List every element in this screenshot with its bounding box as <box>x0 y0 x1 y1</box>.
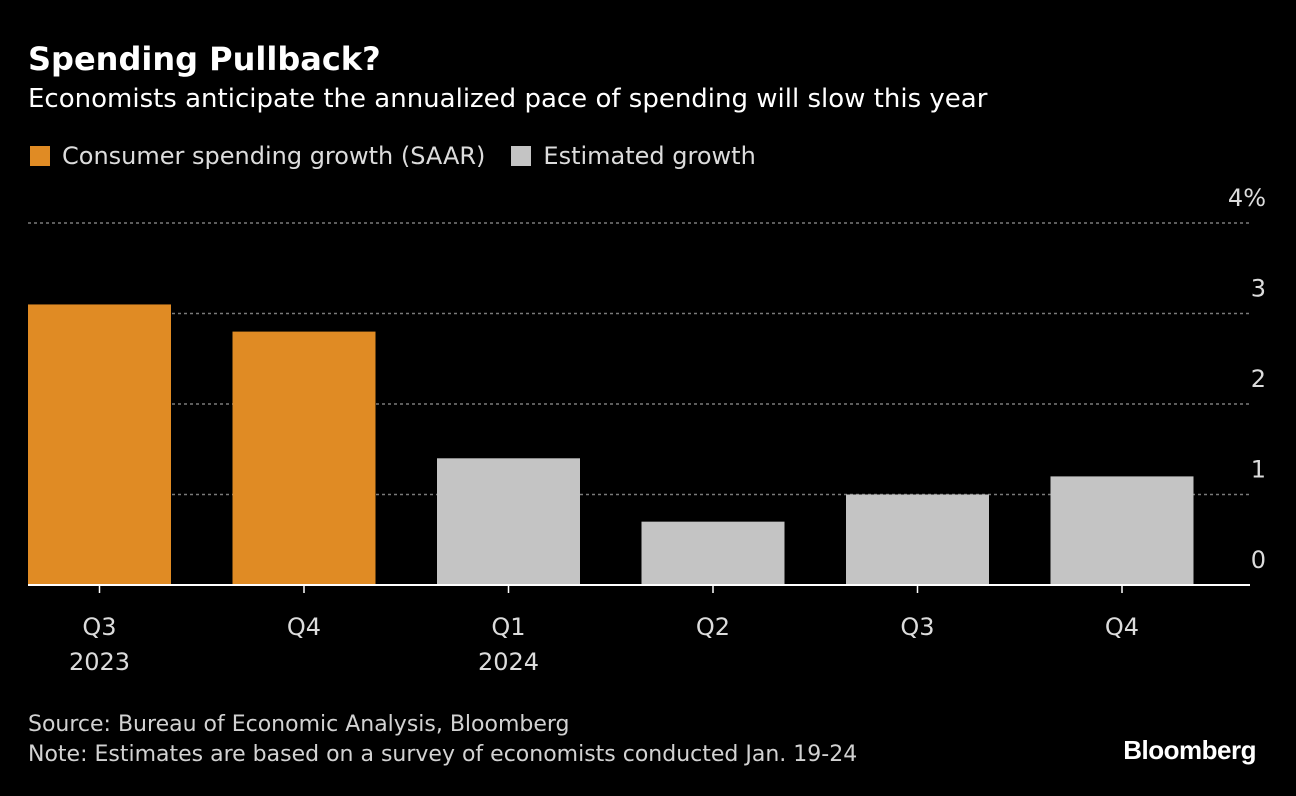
bloomberg-logo: Bloomberg <box>1123 735 1256 765</box>
legend: Consumer spending growth (SAAR) Estimate… <box>30 142 782 170</box>
bar-estimate <box>1050 476 1194 585</box>
legend-swatch-actual <box>30 146 50 166</box>
chart-subtitle: Economists anticipate the annualized pac… <box>28 84 988 114</box>
bar-actual <box>232 331 376 585</box>
x-tick-label: Q2 <box>696 613 730 641</box>
legend-label-actual: Consumer spending growth (SAAR) <box>62 142 486 170</box>
x-tick-label: Q3 <box>82 613 116 641</box>
y-tick-label: 2 <box>1251 365 1266 393</box>
x-tick-year-label: 2023 <box>69 648 130 676</box>
x-tick-label: Q4 <box>1105 613 1139 641</box>
legend-label-estimate: Estimated growth <box>543 142 756 170</box>
x-tick-label: Q1 <box>491 613 525 641</box>
legend-item-actual: Consumer spending growth (SAAR) <box>30 142 485 170</box>
y-tick-label: 3 <box>1251 275 1266 303</box>
x-tick-label: Q4 <box>287 613 321 641</box>
legend-item-estimate: Estimated growth <box>511 142 756 170</box>
bar-estimate <box>846 494 989 585</box>
y-tick-label: 1 <box>1251 456 1266 484</box>
y-tick-label: 0 <box>1251 546 1266 574</box>
source-note: Source: Bureau of Economic Analysis, Blo… <box>28 712 570 737</box>
chart-title: Spending Pullback? <box>28 40 381 78</box>
bar-estimate <box>437 458 580 585</box>
bar-estimate <box>641 521 785 585</box>
survey-note: Note: Estimates are based on a survey of… <box>28 742 858 767</box>
x-tick-year-label: 2024 <box>478 648 539 676</box>
legend-swatch-estimate <box>511 146 532 166</box>
bar-actual <box>28 304 171 585</box>
y-tick-label: 4% <box>1228 184 1266 212</box>
x-tick-label: Q3 <box>900 613 934 641</box>
